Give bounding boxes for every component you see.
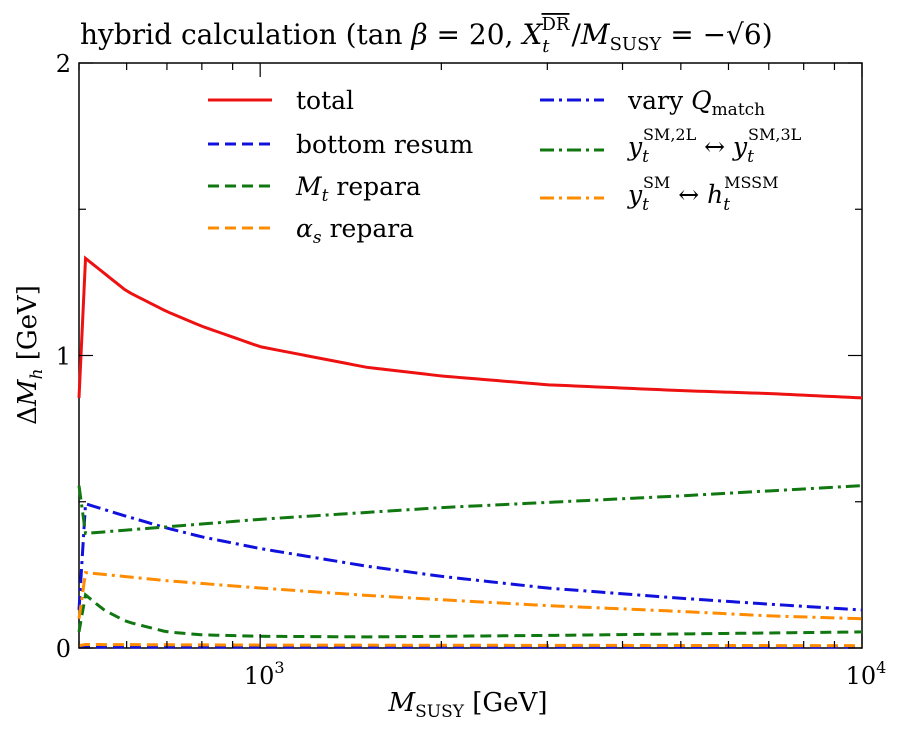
series-yt-sm-ht-mssm: [77, 570, 863, 621]
series-mt-repara: [77, 592, 863, 639]
x-tick-label-1e4: 104: [846, 658, 887, 690]
series-layer: [77, 255, 863, 649]
y-tick-label-1: 1: [56, 343, 71, 371]
chart-title: hybrid calculation (tan β = 20, XtDR/MSU…: [80, 14, 773, 57]
tick-layer: [78, 62, 863, 649]
y-tick-label-2: 2: [56, 50, 71, 78]
legend-label-yt-2l-3l: ytSM,2L ↔ ytSM,3L: [627, 125, 802, 167]
legend-label-mt-repara: Mt repara: [295, 172, 421, 206]
x-tick-label-1e3: 103: [244, 658, 285, 690]
series-yt-2l-3l: [77, 484, 863, 536]
legend: total bottom resum Mt repara αs repara v…: [208, 86, 802, 248]
y-axis-label: ΔMh [GeV]: [13, 285, 47, 425]
series-total: [77, 255, 863, 400]
legend-label-bottom-resum: bottom resum: [296, 130, 474, 159]
legend-label-yt-sm-ht-mssm: ytSM ↔ htMSSM: [627, 173, 779, 215]
series-vary-qmatch: [77, 501, 863, 612]
legend-label-as-repara: αs repara: [296, 214, 414, 248]
x-axis-label: MSUSY [GeV]: [388, 688, 548, 722]
legend-label-vary-qmatch: vary Qmatch: [627, 86, 765, 120]
legend-label-total: total: [296, 86, 354, 115]
series-as-repara: [78, 643, 863, 648]
y-tick-label-0: 0: [56, 635, 71, 663]
